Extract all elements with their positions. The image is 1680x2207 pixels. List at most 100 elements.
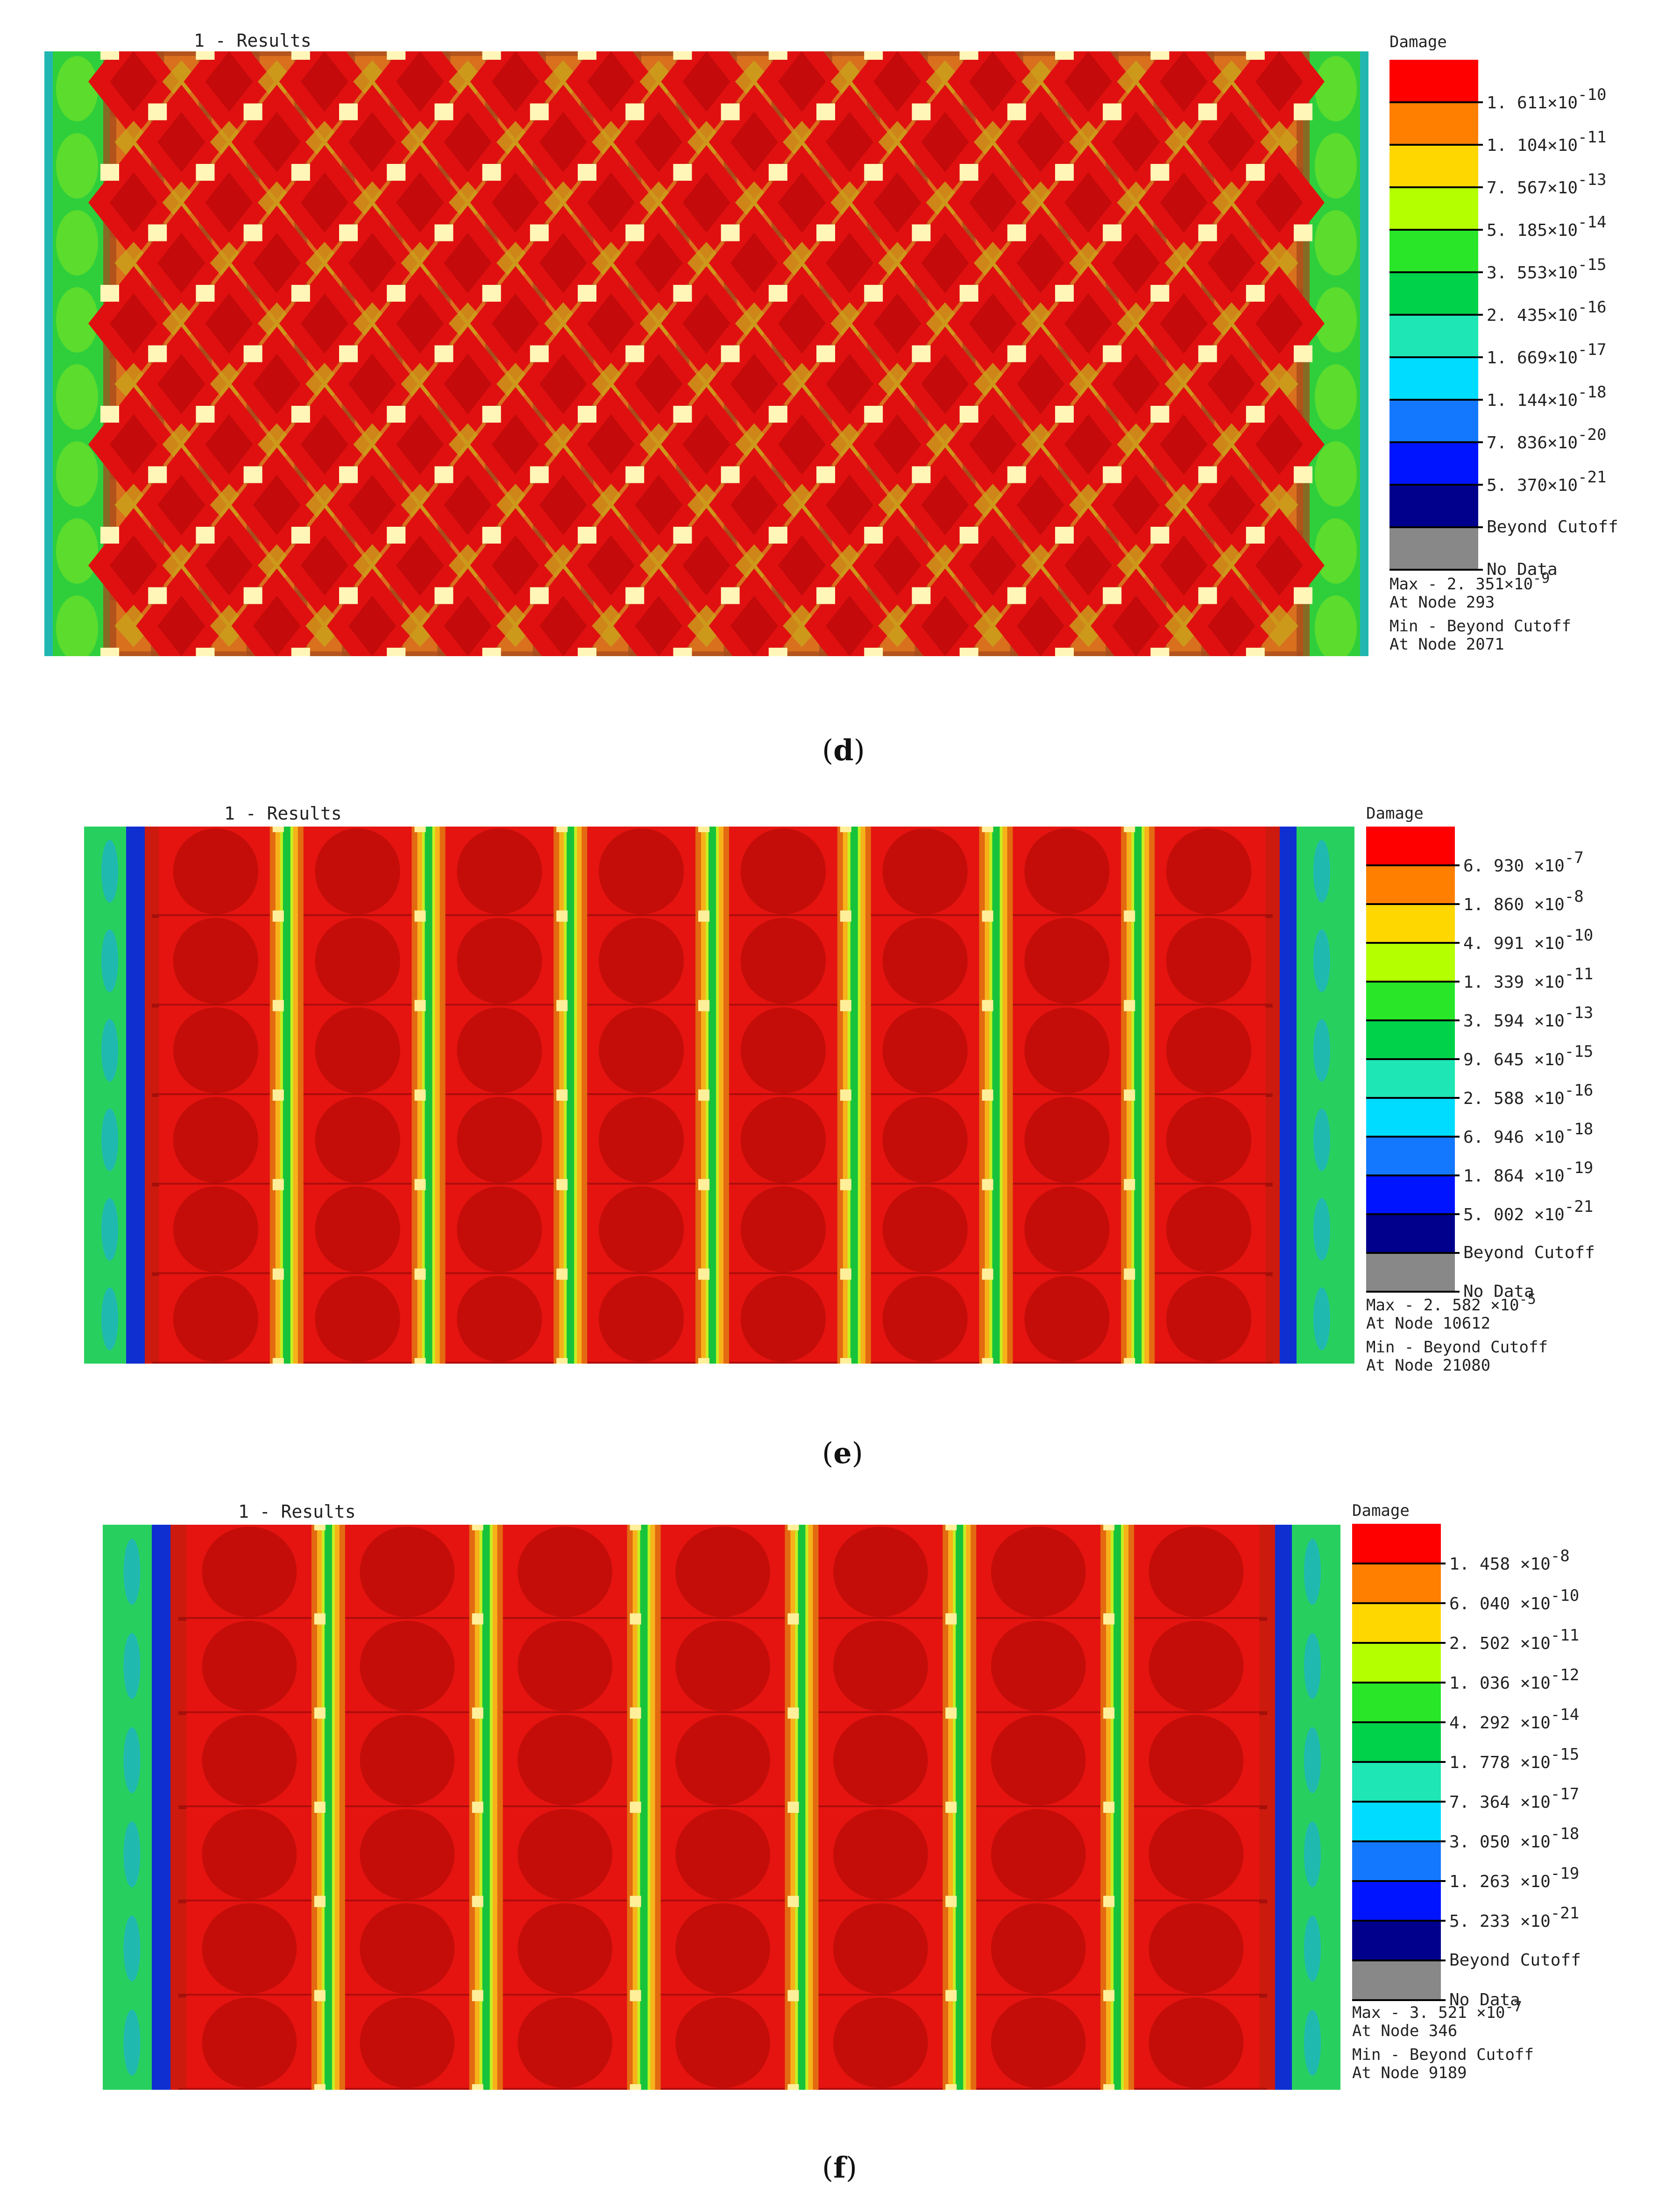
legend-beyond-cutoff-label: Beyond Cutoff xyxy=(1487,517,1618,537)
legend-tick-line xyxy=(1352,1999,1446,2001)
max-node: At Node 10612 xyxy=(1366,1314,1491,1333)
legend-swatch xyxy=(1366,1098,1455,1137)
legend-tick-line xyxy=(1366,1291,1460,1293)
legend-no-data-label: No Data xyxy=(1463,1282,1534,1301)
legend-tick-label: 2. 435×10-16 xyxy=(1487,298,1607,325)
legend-tick-label: 1. 611×10-10 xyxy=(1487,85,1607,113)
legend-swatch xyxy=(1389,187,1478,230)
legend-tick-line xyxy=(1366,1213,1460,1215)
panel-caption: (f) xyxy=(822,2150,858,2185)
legend-tick-label: 1. 860 ×10-8 xyxy=(1463,887,1584,914)
legend-tick-line xyxy=(1366,1174,1460,1176)
legend-tick-line xyxy=(1366,1136,1460,1138)
legend-tick-line xyxy=(1352,1602,1446,1604)
legend-swatch xyxy=(1366,1059,1455,1098)
legend-swatch xyxy=(1352,1683,1441,1722)
legend-tick-label: 5. 185×10-14 xyxy=(1487,213,1607,240)
legend-tick-line xyxy=(1366,1252,1460,1254)
legend-swatch xyxy=(1352,1960,1441,2000)
legend-swatch xyxy=(1352,1603,1441,1643)
legend-tick-line xyxy=(1352,1761,1446,1763)
legend-swatch xyxy=(1389,60,1478,102)
legend-tick-line xyxy=(1366,1058,1460,1060)
legend-tick-label: 7. 364 ×10-17 xyxy=(1449,1785,1580,1812)
max-node: At Node 293 xyxy=(1389,593,1495,612)
legend-title: Damage xyxy=(1389,33,1447,51)
contour-plot[interactable] xyxy=(44,51,1368,656)
legend-beyond-cutoff-label: Beyond Cutoff xyxy=(1449,1951,1581,1970)
legend-swatch xyxy=(1389,102,1478,145)
legend-tick-label: 1. 263 ×10-19 xyxy=(1449,1864,1580,1891)
contour-plot[interactable] xyxy=(103,1525,1340,2090)
legend-tick-label: 6. 040 ×10-10 xyxy=(1449,1586,1580,1613)
legend-swatch xyxy=(1389,272,1478,315)
legend-tick-label: 7. 836×10-20 xyxy=(1487,425,1607,453)
legend-tick-line xyxy=(1389,271,1483,273)
legend-no-data-label: No Data xyxy=(1449,1990,1520,2009)
max-value: Max - 2. 351×10-9 xyxy=(1389,570,1550,594)
legend-tick-line xyxy=(1389,144,1483,146)
legend-tick-line xyxy=(1366,1019,1460,1021)
contour-plot-svg xyxy=(103,1525,1340,2090)
legend-swatch xyxy=(1352,1762,1441,1802)
damage-legend: Damage 6. 930 ×10-7 1. 860 ×10-8 4. 991 ×10… xyxy=(1366,804,1674,1407)
legend-tick-line xyxy=(1389,399,1483,401)
legend-title: Damage xyxy=(1352,1501,1410,1520)
legend-tick-line xyxy=(1366,864,1460,866)
legend-tick-line xyxy=(1366,942,1460,944)
legend-tick-line xyxy=(1352,1920,1446,1922)
legend-tick-label: 5. 002 ×10-21 xyxy=(1463,1197,1594,1224)
legend-swatch xyxy=(1389,145,1478,187)
legend-swatch xyxy=(1366,1175,1455,1214)
legend-tick-label: 1. 339 ×10-11 xyxy=(1463,965,1594,992)
legend-tick-line xyxy=(1366,981,1460,983)
contour-plot-svg xyxy=(84,827,1354,1364)
contour-plot-svg xyxy=(44,51,1368,656)
legend-tick-label: 1. 864 ×10-19 xyxy=(1463,1159,1594,1186)
legend-swatch xyxy=(1366,1214,1455,1253)
legend-swatch xyxy=(1389,400,1478,442)
damage-legend: Damage 1. 458 ×10-8 6. 040 ×10-10 2. 502 ×1… xyxy=(1352,1501,1674,2122)
legend-swatch xyxy=(1366,865,1455,904)
legend-swatch xyxy=(1352,1643,1441,1683)
legend-tick-line xyxy=(1389,526,1483,528)
legend-tick-line xyxy=(1389,356,1483,358)
results-title: 1 - Results xyxy=(224,803,342,824)
legend-tick-line xyxy=(1352,1801,1446,1803)
legend-swatch xyxy=(1366,943,1455,982)
legend-swatch xyxy=(1366,1253,1455,1292)
legend-swatch xyxy=(1352,1524,1441,1563)
panel-e: 1 - Results Damage 6. 930 ×10-7 1. 860 ×10… xyxy=(0,766,1680,1471)
legend-tick-label: 3. 553×10-15 xyxy=(1487,255,1607,283)
contour-plot[interactable] xyxy=(84,827,1354,1364)
legend-swatch xyxy=(1389,230,1478,272)
legend-tick-label: 1. 036 ×10-12 xyxy=(1449,1666,1580,1693)
max-node: At Node 346 xyxy=(1352,2022,1458,2041)
legend-tick-line xyxy=(1352,1682,1446,1684)
legend-tick-label: 4. 991 ×10-10 xyxy=(1463,926,1594,953)
min-node: At Node 2071 xyxy=(1389,635,1504,654)
legend-tick-label: 7. 567×10-13 xyxy=(1487,170,1607,198)
legend-swatch xyxy=(1366,904,1455,943)
legend-tick-line xyxy=(1366,1097,1460,1099)
legend-swatch xyxy=(1366,827,1455,865)
legend-tick-line xyxy=(1389,569,1483,571)
legend-swatch xyxy=(1352,1841,1441,1881)
legend-tick-label: 1. 669×10-17 xyxy=(1487,340,1607,368)
max-value: Max - 2. 582 ×10-5 xyxy=(1366,1291,1536,1315)
legend-swatch xyxy=(1389,442,1478,485)
legend-tick-label: 1. 144×10-18 xyxy=(1487,383,1607,410)
legend-swatch xyxy=(1389,315,1478,357)
legend-tick-line xyxy=(1352,1563,1446,1564)
damage-legend: Damage 1. 611×10-10 1. 104×10-11 7. 567×10-… xyxy=(1389,33,1679,705)
legend-tick-label: 9. 645 ×10-15 xyxy=(1463,1042,1594,1069)
min-value: Min - Beyond Cutoff xyxy=(1389,617,1571,636)
legend-swatch xyxy=(1366,982,1455,1020)
min-value: Min - Beyond Cutoff xyxy=(1366,1338,1548,1357)
legend-no-data-label: No Data xyxy=(1487,560,1558,579)
legend-tick-label: 1. 778 ×10-15 xyxy=(1449,1745,1580,1772)
legend-tick-line xyxy=(1352,1721,1446,1723)
legend-swatch xyxy=(1389,357,1478,400)
legend-tick-line xyxy=(1389,101,1483,103)
legend-swatch xyxy=(1352,1722,1441,1762)
